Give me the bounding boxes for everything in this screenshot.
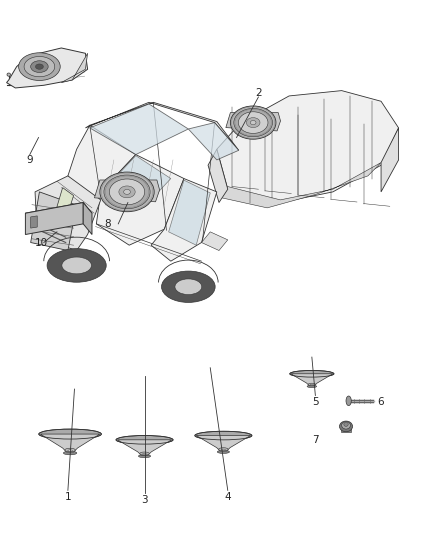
Ellipse shape (100, 172, 154, 212)
Ellipse shape (119, 186, 135, 198)
Text: 9: 9 (26, 155, 33, 165)
Polygon shape (117, 440, 172, 455)
Ellipse shape (116, 435, 173, 444)
Polygon shape (35, 176, 101, 251)
Ellipse shape (307, 385, 317, 387)
Polygon shape (7, 48, 88, 88)
Polygon shape (169, 180, 210, 245)
Text: 5: 5 (312, 398, 319, 407)
Polygon shape (219, 163, 381, 208)
Polygon shape (68, 125, 136, 200)
Ellipse shape (104, 175, 150, 209)
Polygon shape (31, 216, 37, 228)
Ellipse shape (230, 106, 276, 139)
Polygon shape (25, 203, 83, 235)
Ellipse shape (64, 451, 77, 455)
Polygon shape (217, 91, 399, 203)
Polygon shape (341, 425, 351, 432)
Ellipse shape (124, 189, 131, 195)
Ellipse shape (175, 279, 202, 295)
Polygon shape (208, 149, 228, 203)
Text: 2: 2 (255, 88, 262, 98)
Ellipse shape (62, 257, 92, 274)
Ellipse shape (339, 421, 353, 432)
Ellipse shape (24, 56, 55, 77)
Ellipse shape (18, 53, 60, 80)
Ellipse shape (31, 61, 48, 72)
Text: 3: 3 (141, 495, 148, 505)
Polygon shape (151, 179, 217, 261)
Polygon shape (85, 102, 239, 150)
Ellipse shape (219, 448, 228, 451)
Ellipse shape (342, 422, 350, 429)
Polygon shape (226, 112, 280, 131)
Polygon shape (57, 188, 74, 213)
Ellipse shape (65, 448, 75, 452)
Ellipse shape (308, 383, 315, 385)
Ellipse shape (68, 450, 72, 451)
Ellipse shape (310, 384, 314, 385)
Ellipse shape (344, 422, 348, 426)
Polygon shape (90, 104, 188, 155)
Polygon shape (291, 374, 333, 386)
Polygon shape (95, 180, 159, 202)
Ellipse shape (221, 449, 226, 450)
Ellipse shape (217, 450, 230, 454)
Ellipse shape (346, 396, 351, 406)
Ellipse shape (250, 120, 256, 125)
Polygon shape (196, 435, 251, 451)
Polygon shape (31, 192, 77, 251)
Ellipse shape (47, 249, 106, 282)
Ellipse shape (162, 271, 215, 302)
Ellipse shape (110, 179, 145, 205)
Ellipse shape (290, 370, 334, 377)
Text: 1: 1 (64, 492, 71, 502)
Polygon shape (110, 156, 171, 207)
Polygon shape (381, 128, 399, 192)
Polygon shape (201, 232, 228, 251)
Text: 8: 8 (104, 219, 111, 229)
Ellipse shape (7, 73, 11, 76)
Ellipse shape (142, 454, 147, 455)
Ellipse shape (39, 429, 101, 439)
Text: 10: 10 (35, 238, 48, 247)
Ellipse shape (234, 108, 272, 137)
Polygon shape (188, 123, 239, 160)
Polygon shape (61, 53, 88, 83)
Text: 4: 4 (224, 492, 231, 502)
Ellipse shape (138, 455, 151, 458)
Text: 7: 7 (312, 435, 319, 445)
Ellipse shape (238, 112, 268, 133)
Ellipse shape (246, 118, 260, 127)
Ellipse shape (140, 452, 149, 455)
Ellipse shape (35, 64, 43, 69)
Polygon shape (40, 434, 100, 452)
Polygon shape (83, 203, 92, 235)
Polygon shape (25, 203, 92, 224)
Ellipse shape (195, 431, 252, 440)
Text: 6: 6 (378, 398, 385, 407)
Polygon shape (96, 155, 184, 245)
